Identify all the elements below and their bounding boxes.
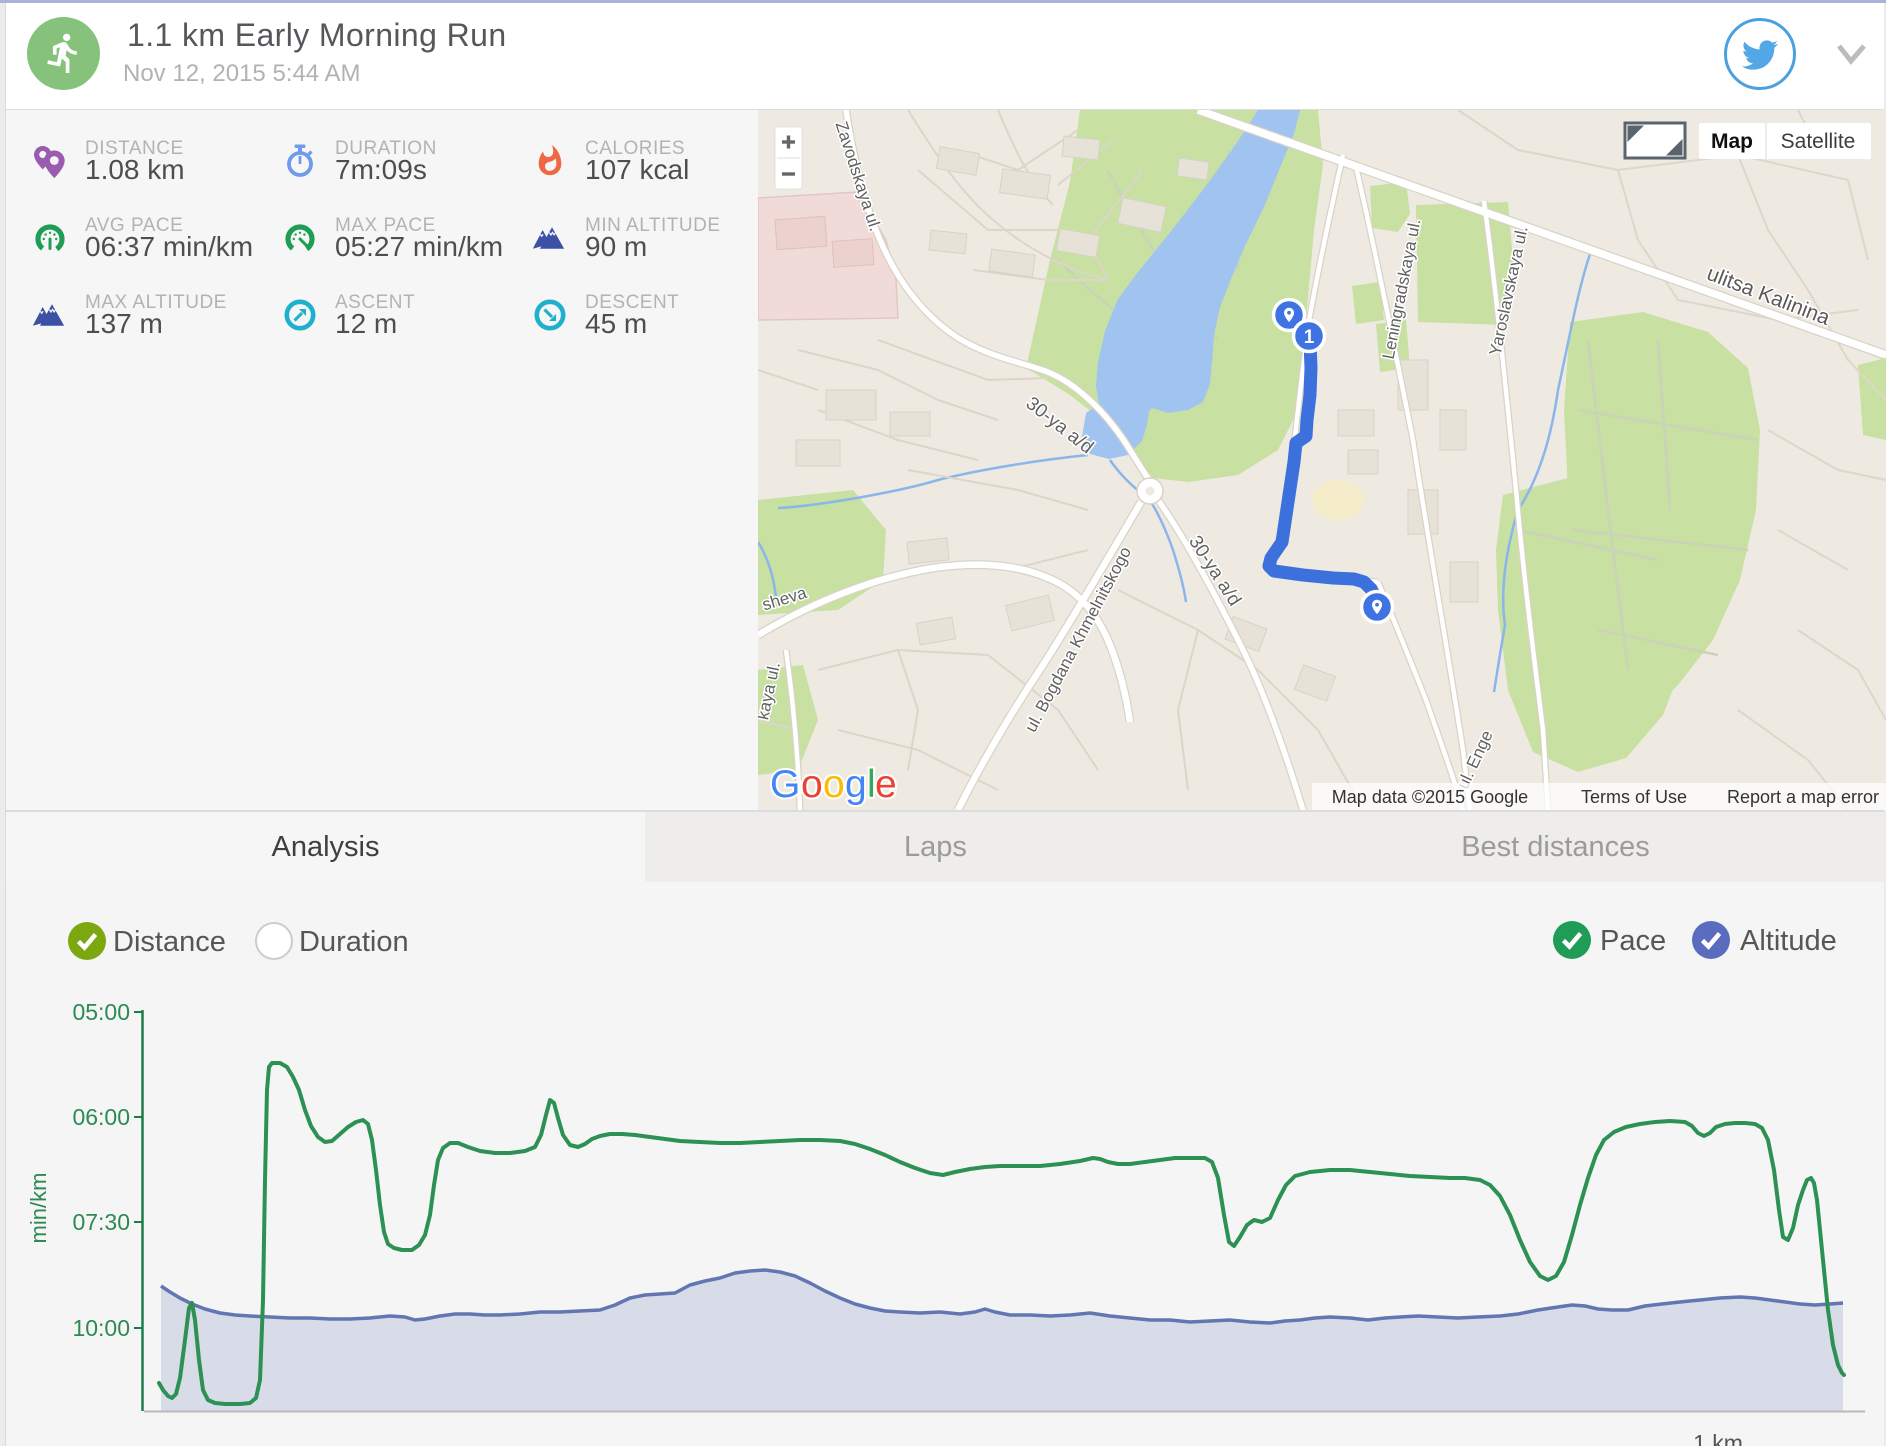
svg-text:1 km: 1 km xyxy=(1693,1430,1743,1446)
svg-text:l: l xyxy=(867,763,876,806)
svg-text:Terms of Use: Terms of Use xyxy=(1581,787,1687,807)
svg-text:o: o xyxy=(801,763,823,806)
svg-text:05:00: 05:00 xyxy=(72,999,130,1025)
svg-text:06:00: 06:00 xyxy=(72,1104,130,1130)
svg-text:10:00: 10:00 xyxy=(72,1315,130,1341)
svg-text:e: e xyxy=(875,763,897,806)
svg-text:1: 1 xyxy=(1304,327,1315,348)
svg-text:G: G xyxy=(770,763,800,806)
svg-text:Report a map error: Report a map error xyxy=(1727,787,1879,807)
svg-text:Map: Map xyxy=(1711,130,1753,153)
svg-text:07:30: 07:30 xyxy=(72,1209,130,1235)
svg-text:min/km: min/km xyxy=(26,1173,51,1244)
svg-text:Satellite: Satellite xyxy=(1781,130,1856,153)
svg-text:o: o xyxy=(823,763,845,806)
svg-text:Map data ©2015 Google: Map data ©2015 Google xyxy=(1332,787,1528,807)
svg-text:g: g xyxy=(845,763,867,806)
